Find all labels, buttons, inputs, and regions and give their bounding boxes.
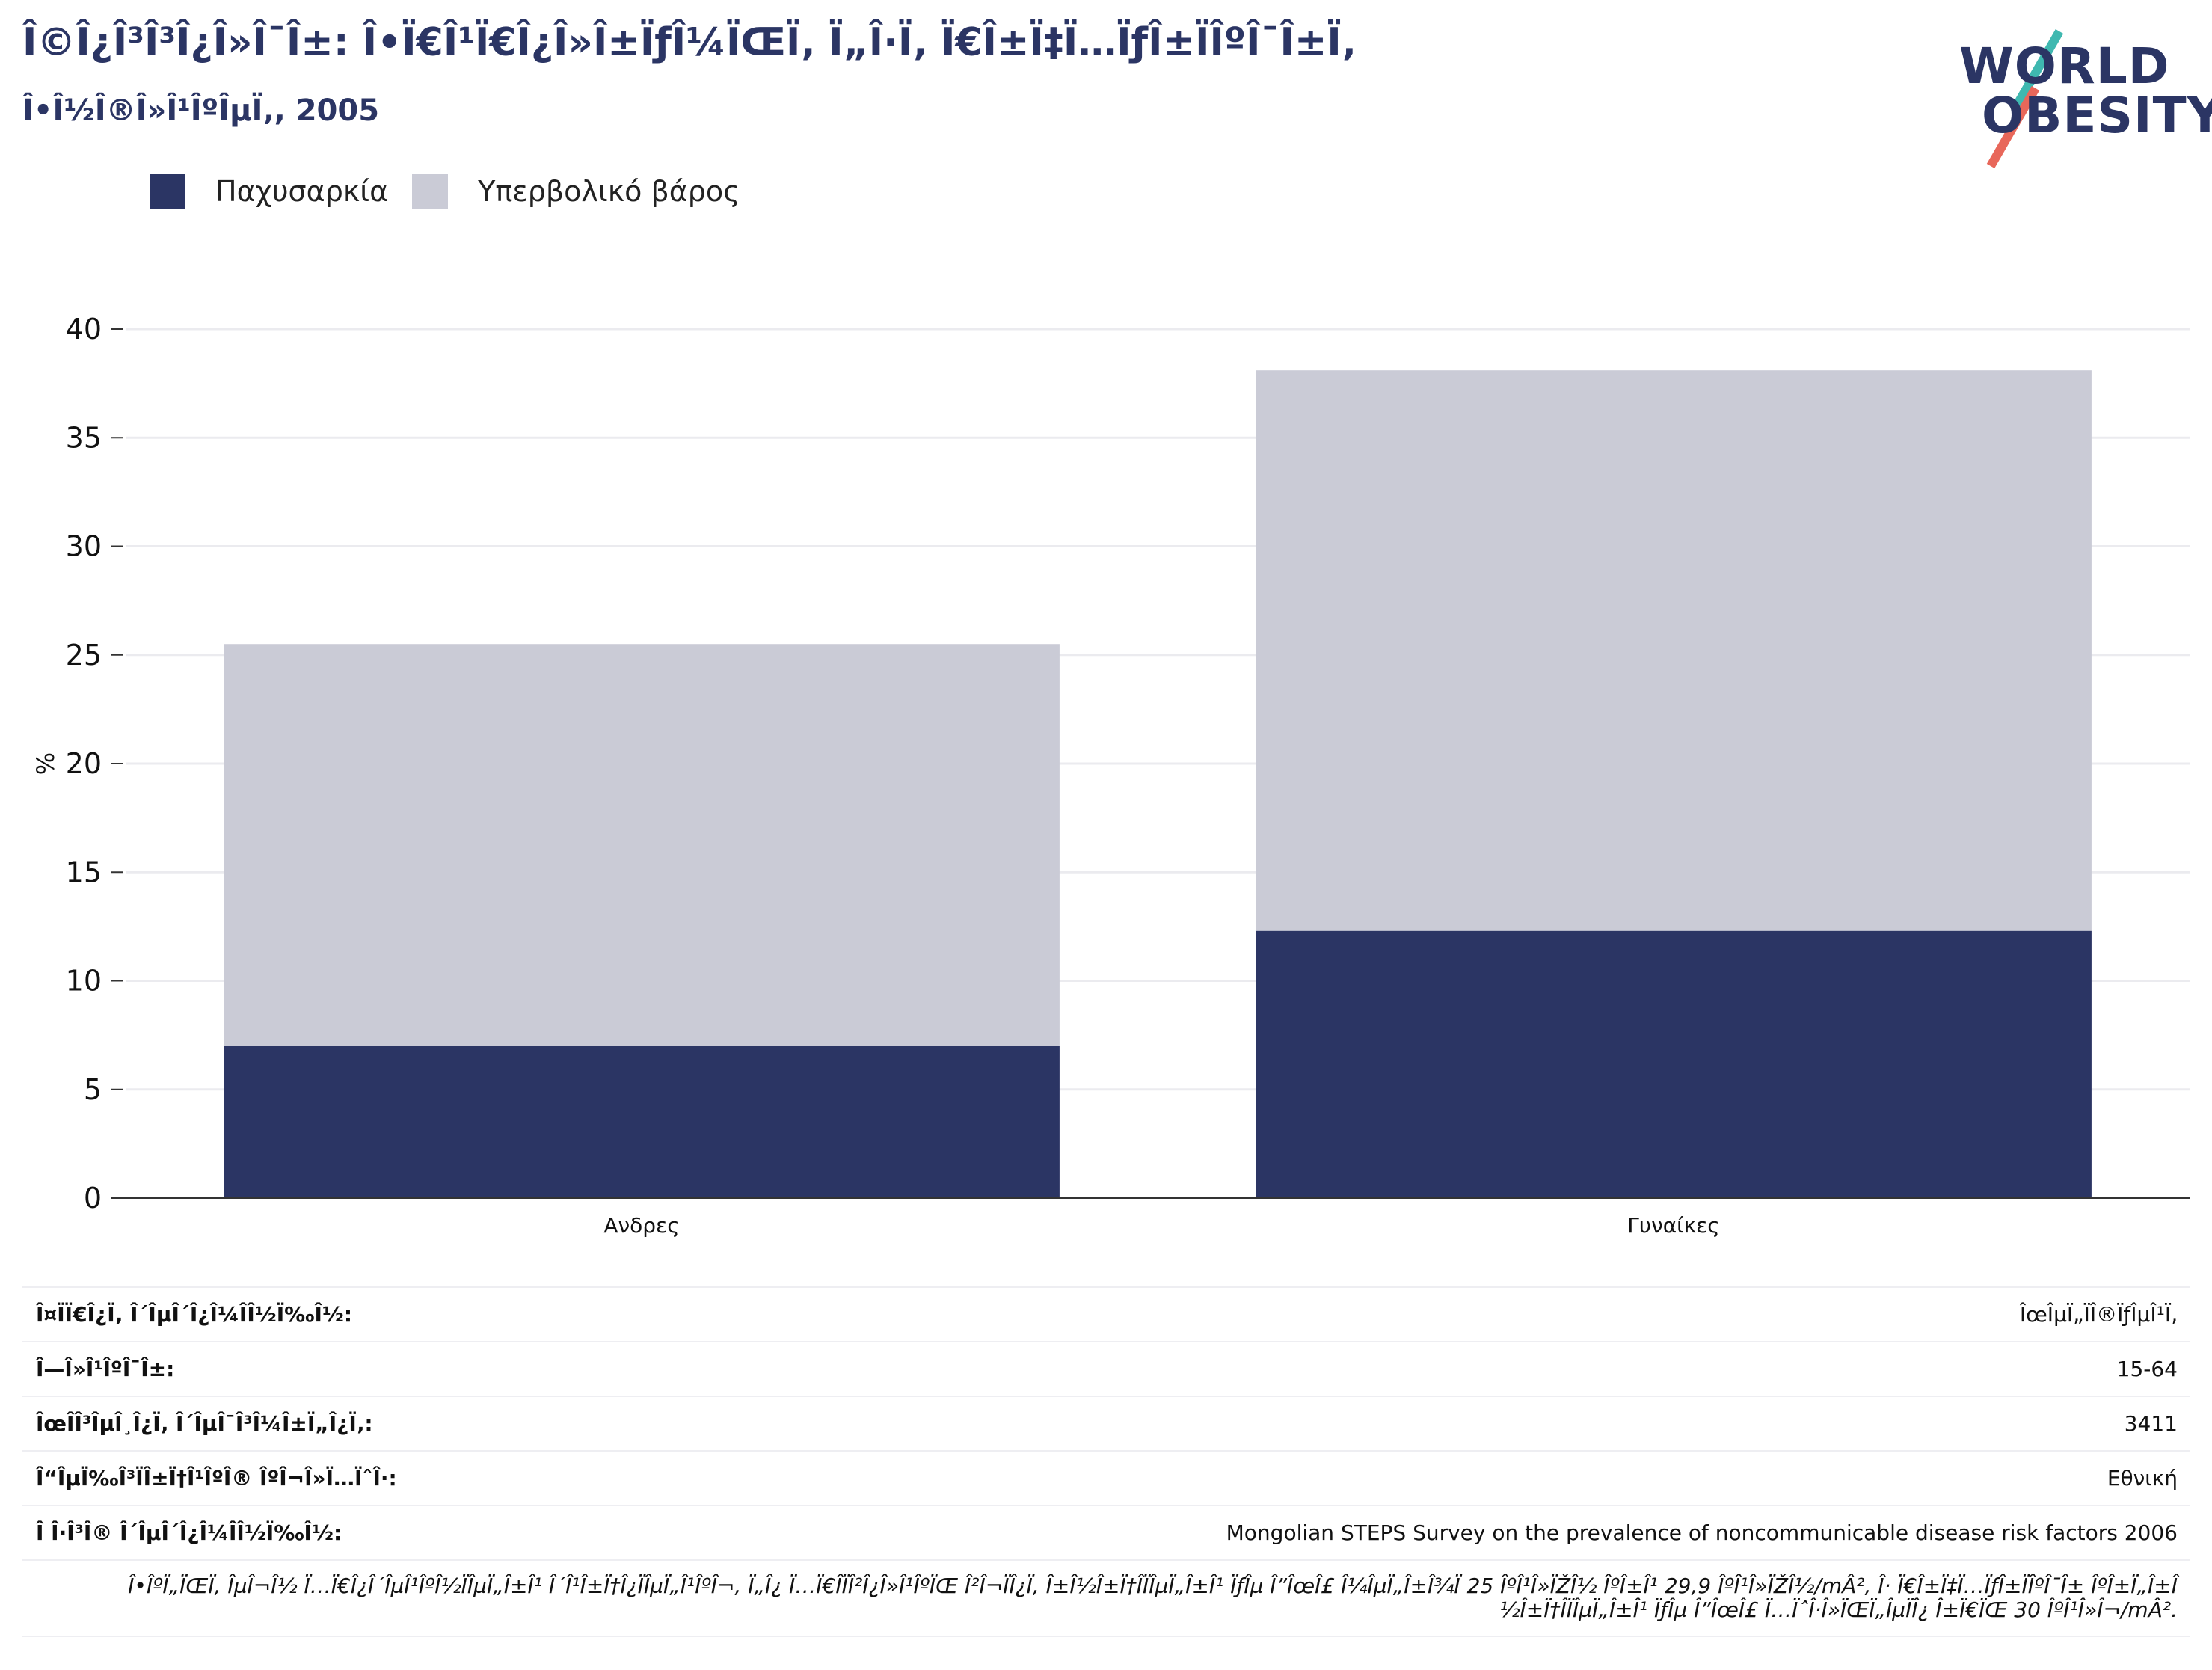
- info-row-source: Î Î·Î³Î® Î´ÎµÎ´Î¿Î¼Î­Î½Ï‰Î½: Mongolian S…: [22, 1505, 2190, 1559]
- chart-subtitle: Î•Î½Î®Î»Î¹ÎºÎµÏ‚, 2005: [22, 93, 380, 128]
- info-row-data-type: Î¤ÏÏ€Î¿Ï‚ Î´ÎµÎ´Î¿Î¼Î­Î½Ï‰Î½: ÎœÎµÏ„ÏÎ®Ï…: [22, 1286, 2190, 1341]
- bar-overweight-1: [224, 644, 1060, 1046]
- bar-obesity-1: [224, 1046, 1060, 1198]
- info-footnote: Î•ÎºÏ„ÏŒÏ‚ ÎµÎ¬Î½ Ï…Ï€Î¿Î´ÎµÎ¹ÎºÎ½ÏÎµÏ„Î…: [22, 1559, 2190, 1637]
- y-tick-label-30: 30: [66, 530, 102, 563]
- y-tick-label-5: 5: [84, 1073, 102, 1106]
- info-table: Î¤ÏÏ€Î¿Ï‚ Î´ÎµÎ´Î¿Î¼Î­Î½Ï‰Î½: ÎœÎµÏ„ÏÎ®Ï…: [22, 1286, 2190, 1637]
- stacked-bar-chart: 0 5 10 15 20 25 30 35 40% Ανδρες Γυναίκες: [31, 313, 2190, 1238]
- bar-overweight-2: [1256, 370, 2092, 931]
- y-tick-label-35: 35: [66, 421, 102, 454]
- logo-word-obesity: OBESITY: [1982, 87, 2212, 144]
- x-tick-label-1: Ανδρες: [603, 1213, 679, 1238]
- info-value-sample-size: 3411: [2124, 1411, 2178, 1436]
- legend-swatch-obesity: [150, 174, 185, 209]
- chart-legend: Παχυσαρκία Υπερβολικό βάρος: [150, 172, 764, 211]
- logo-word-world: WORLD: [1959, 37, 2170, 95]
- info-row-sample-size: ÎœÎ­Î³ÎµÎ¸Î¿Ï‚ Î´ÎµÎ¯Î³Î¼Î±Ï„Î¿Ï‚: 3411: [22, 1396, 2190, 1450]
- bar-obesity-2: [1256, 930, 2092, 1198]
- info-value-age: 15-64: [2116, 1357, 2178, 1381]
- info-row-coverage: Î“ÎµÏ‰Î³ÏÎ±Ï†Î¹ÎºÎ® ÎºÎ¬Î»Ï…ÏˆÎ·: Εθνική: [22, 1450, 2190, 1505]
- info-value-coverage: Εθνική: [2107, 1466, 2178, 1491]
- info-value-source: Mongolian STEPS Survey on the prevalence…: [1226, 1520, 2178, 1545]
- info-label-sample-size: ÎœÎ­Î³ÎµÎ¸Î¿Ï‚ Î´ÎµÎ¯Î³Î¼Î±Ï„Î¿Ï‚:: [36, 1411, 373, 1436]
- world-obesity-logo: WORLD OBESITY: [1944, 18, 2212, 168]
- info-label-age: Î—Î»Î¹ÎºÎ¯Î±:: [36, 1357, 175, 1381]
- chart-title: Î©Î¿Î³Î³Î¿Î»Î¯Î±: Î•Ï€Î¹Ï€Î¿Î»Î±ÏƒÎ¼ÏŒÏ‚…: [22, 20, 1357, 65]
- x-tick-label-2: Γυναίκες: [1627, 1213, 1719, 1238]
- info-value-data-type: ÎœÎµÏ„ÏÎ®ÏƒÎµÎ¹Ï‚: [2019, 1302, 2178, 1327]
- y-tick-label-10: 10: [66, 965, 102, 998]
- y-tick-label-0: 0: [84, 1182, 102, 1215]
- info-label-data-type: Î¤ÏÏ€Î¿Ï‚ Î´ÎµÎ´Î¿Î¼Î­Î½Ï‰Î½:: [36, 1302, 353, 1327]
- legend-item-overweight[interactable]: Υπερβολικό βάρος: [412, 174, 740, 209]
- legend-label-obesity: Παχυσαρκία: [215, 175, 389, 208]
- y-tick-label-15: 15: [66, 856, 102, 888]
- legend-item-obesity[interactable]: Παχυσαρκία: [150, 174, 388, 209]
- y-tick-label-40: 40: [66, 313, 102, 346]
- legend-label-overweight: Υπερβολικό βάρος: [478, 175, 740, 208]
- legend-swatch-overweight: [412, 174, 449, 209]
- info-label-coverage: Î“ÎµÏ‰Î³ÏÎ±Ï†Î¹ÎºÎ® ÎºÎ¬Î»Ï…ÏˆÎ·:: [36, 1466, 397, 1491]
- y-tick-label-20: 20: [66, 747, 102, 780]
- y-axis-label: %: [31, 752, 60, 775]
- info-label-source: Î Î·Î³Î® Î´ÎµÎ´Î¿Î¼Î­Î½Ï‰Î½:: [36, 1520, 342, 1545]
- y-tick-label-25: 25: [66, 639, 102, 672]
- info-row-age: Î—Î»Î¹ÎºÎ¯Î±: 15-64: [22, 1341, 2190, 1396]
